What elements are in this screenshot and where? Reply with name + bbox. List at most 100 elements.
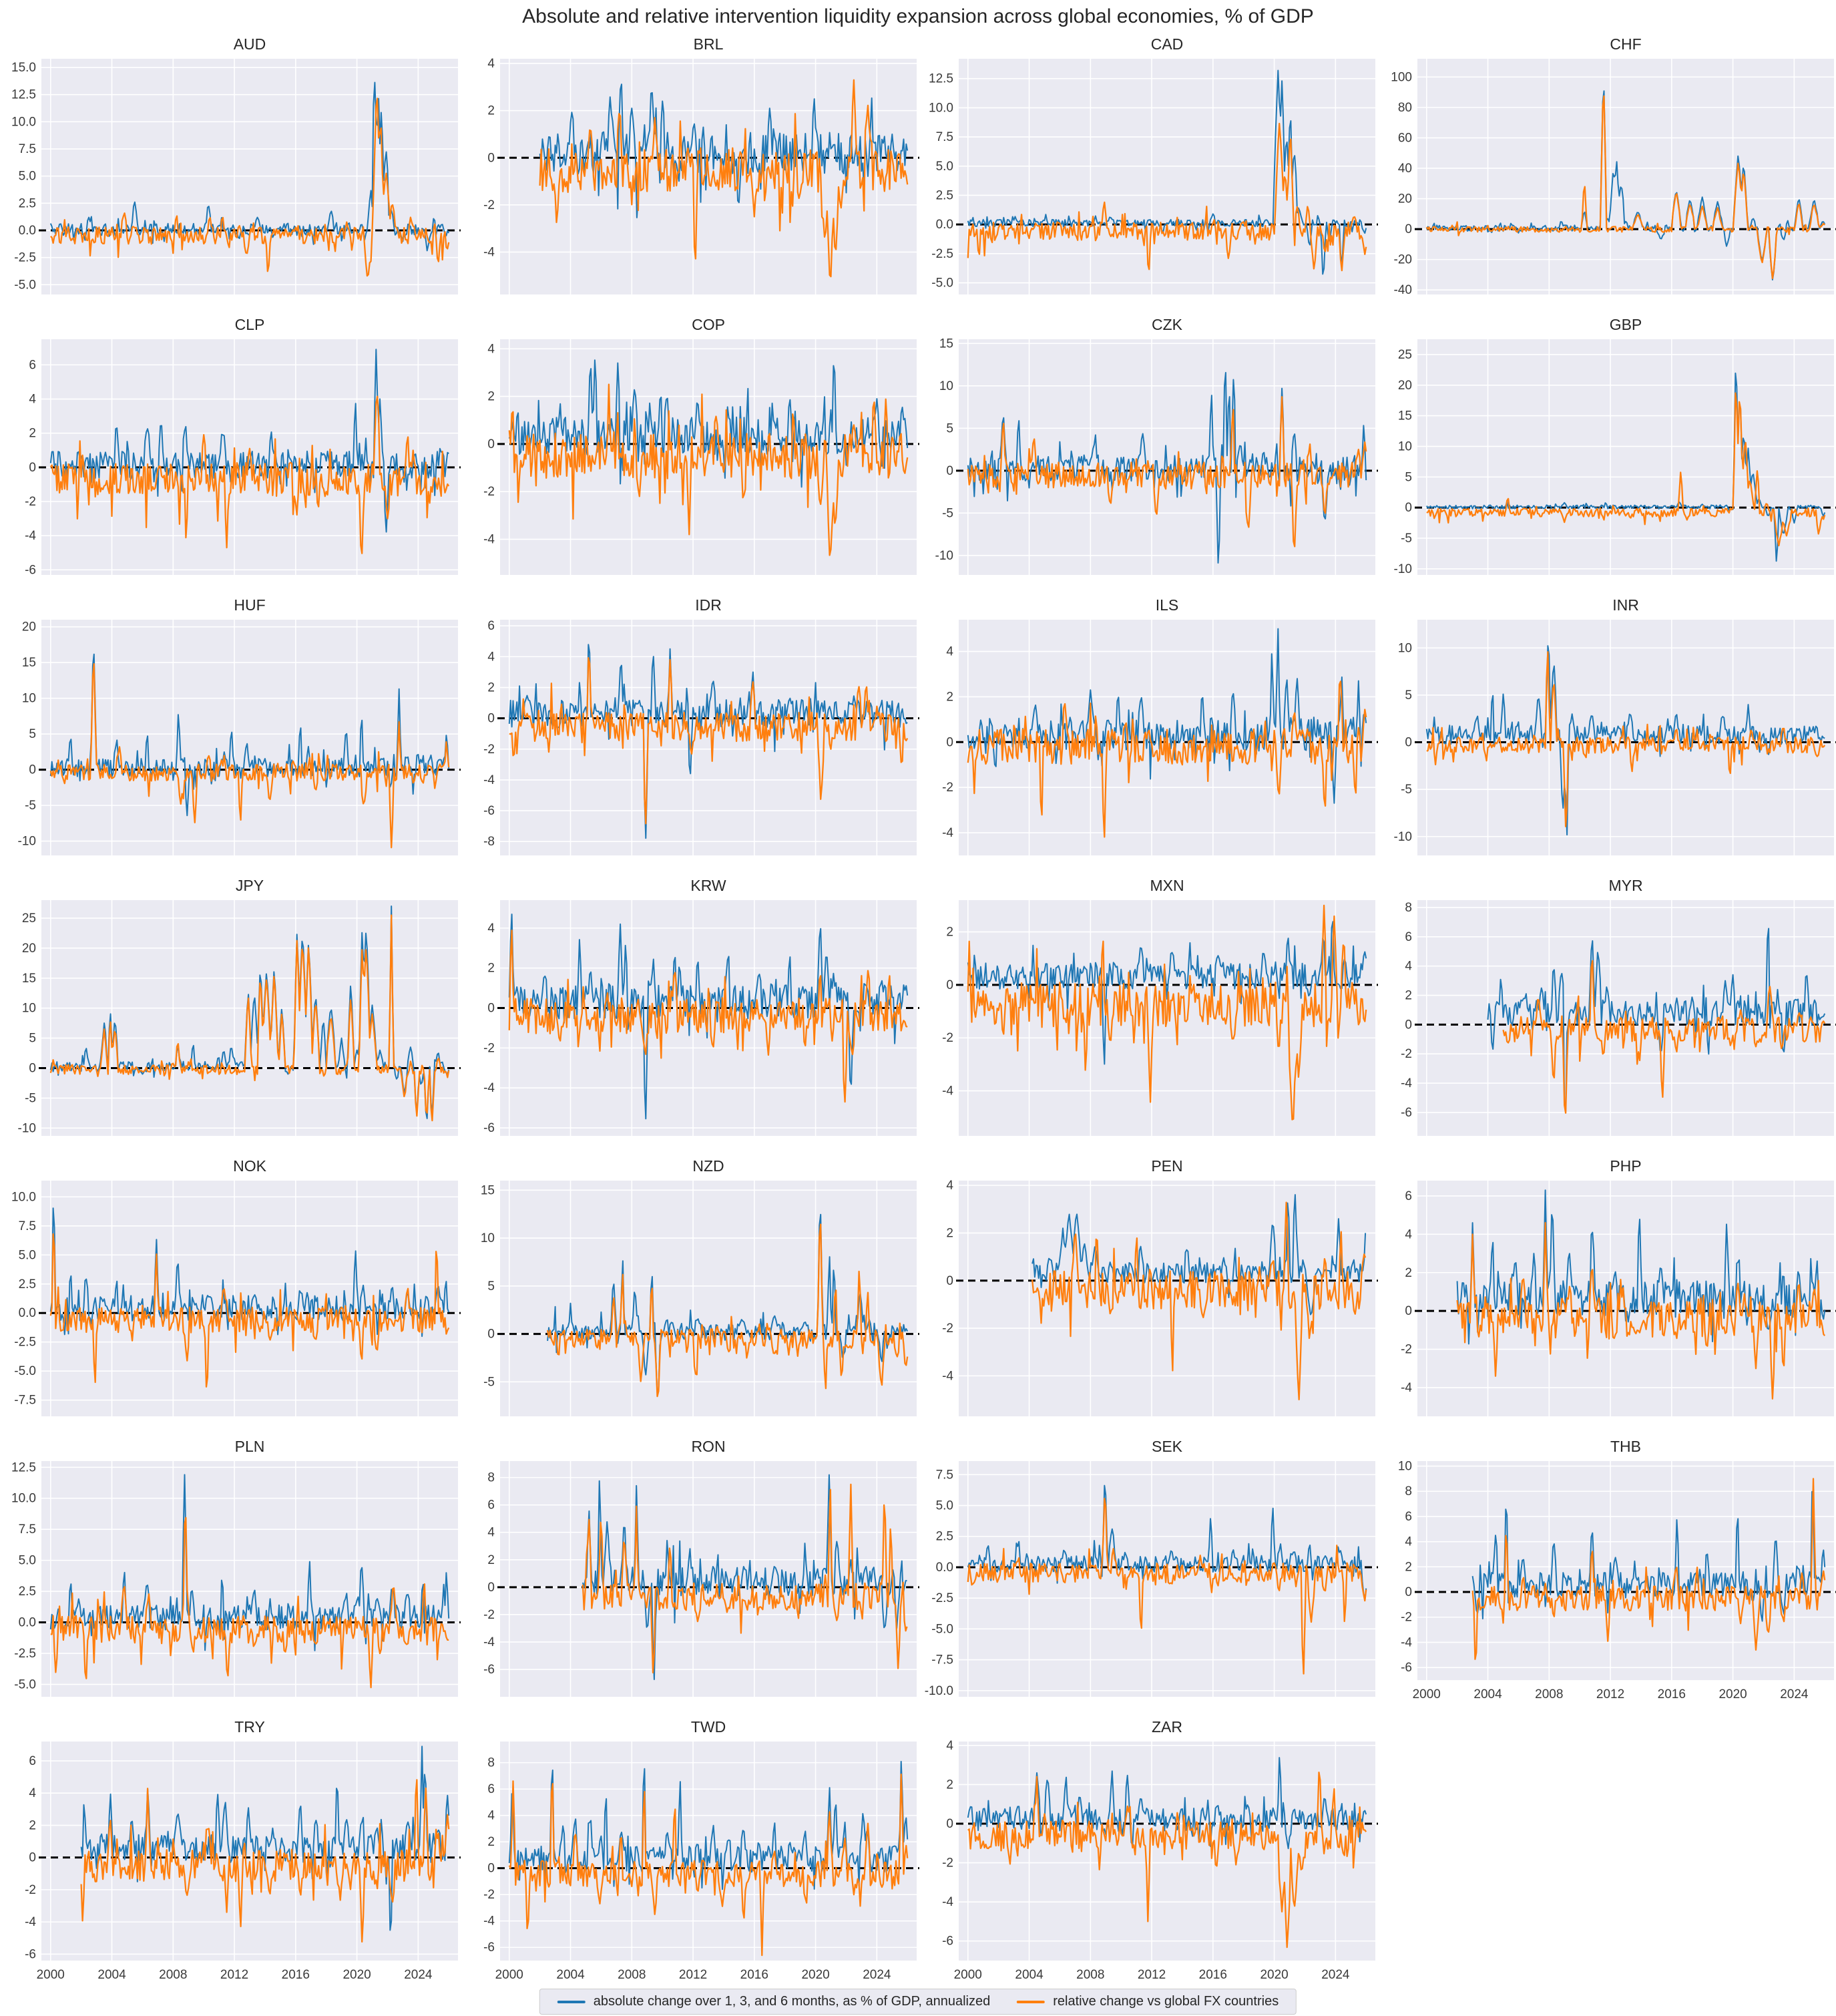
y-tick-label: 4 xyxy=(487,650,495,664)
y-tick-label: -4 xyxy=(942,1895,953,1909)
y-tick-label: -2 xyxy=(942,1856,953,1870)
y-tick-label: 0 xyxy=(946,464,953,478)
y-tick-label: 0.0 xyxy=(19,224,36,238)
y-tick-label: 8 xyxy=(487,1756,495,1770)
chf-relative-series-line xyxy=(1425,95,1826,280)
y-tick-label: -2 xyxy=(942,781,953,795)
y-tick-label: 5 xyxy=(29,1032,36,1046)
y-tick-label: 10 xyxy=(1398,1460,1412,1474)
y-tick-label: -2 xyxy=(1401,1047,1412,1061)
chart-title-inr: INR xyxy=(1612,596,1639,614)
y-tick-label: 2 xyxy=(29,1818,36,1832)
y-tick-label: 0 xyxy=(29,1851,36,1865)
pln-absolute-series-line xyxy=(49,1474,450,1651)
pen-absolute-series-line xyxy=(1031,1194,1367,1316)
y-tick-label: -6 xyxy=(25,1947,36,1961)
czk-absolute-series-line xyxy=(967,372,1367,564)
chart-inr: INR 10 5 0 -5 -10 xyxy=(1379,593,1836,873)
y-tick-label: 5.0 xyxy=(19,1554,36,1568)
x-tick-label: 2000 xyxy=(37,1968,65,1982)
x-tick-label: 2004 xyxy=(1473,1687,1502,1701)
y-tick-label: 4 xyxy=(487,57,495,71)
y-tick-label: -5 xyxy=(25,799,36,813)
y-tick-label: -5 xyxy=(25,1091,36,1105)
chart-title-idr: IDR xyxy=(695,596,722,614)
y-tick-label: 8 xyxy=(1405,901,1412,915)
y-tick-label: 7.5 xyxy=(19,1523,36,1537)
y-tick-label: 15 xyxy=(939,337,953,351)
y-tick-label: 0 xyxy=(29,461,36,475)
zar-relative-series-line xyxy=(967,1772,1367,1949)
chart-ron: RON 8 6 4 2 0 -2 -4 -6 xyxy=(461,1434,920,1715)
y-tick-label: 0.0 xyxy=(936,1561,953,1575)
huf-absolute-series-line xyxy=(49,653,450,817)
chart-clp: CLP 6 4 2 0 -2 -4 -6 xyxy=(3,313,461,593)
y-tick-label: 4 xyxy=(1405,960,1412,974)
twd-absolute-series-line xyxy=(508,1760,909,1890)
brl-relative-series-line xyxy=(539,79,909,278)
x-tick-label: 2024 xyxy=(863,1968,891,1982)
y-tick-label: -4 xyxy=(1401,1076,1412,1090)
y-tick-label: 0 xyxy=(946,735,953,749)
y-tick-label: -2.5 xyxy=(931,247,953,261)
chart-title-cad: CAD xyxy=(1151,35,1184,53)
y-tick-label: 6 xyxy=(1405,1510,1412,1524)
y-tick-label: -5 xyxy=(942,506,953,520)
y-tick-label: 80 xyxy=(1398,101,1412,115)
y-tick-label: 10.0 xyxy=(11,115,36,129)
y-tick-label: -6 xyxy=(483,1941,495,1955)
y-tick-label: 2 xyxy=(487,1553,495,1567)
chart-huf: HUF 20 15 10 5 0 -5 -10 xyxy=(3,593,461,873)
y-tick-label: 5 xyxy=(29,727,36,741)
x-tick-label: 2008 xyxy=(159,1968,187,1982)
y-tick-label: 5 xyxy=(487,1279,495,1293)
y-tick-label: 4 xyxy=(487,342,495,356)
y-tick-label: 15 xyxy=(22,972,36,986)
czk-relative-series-line xyxy=(967,396,1367,548)
y-tick-label: 100 xyxy=(1391,70,1412,84)
y-tick-label: 10 xyxy=(1398,439,1412,453)
y-tick-label: -5.0 xyxy=(14,1364,36,1378)
y-tick-label: 7.5 xyxy=(936,130,953,144)
x-tick-label: 2024 xyxy=(404,1968,433,1982)
clp-absolute-series-line xyxy=(49,349,449,533)
chart-cad: CAD 12.5 10.0 7.5 5.0 2.5 0.0 -2.5 -5.0 xyxy=(920,32,1379,313)
blue-line-icon xyxy=(557,2000,586,2003)
y-tick-label: -7.5 xyxy=(931,1653,953,1667)
y-tick-label: -4 xyxy=(483,773,495,787)
y-tick-label: -5 xyxy=(1401,783,1412,797)
y-tick-label: 10 xyxy=(22,1002,36,1016)
y-tick-label: 2.5 xyxy=(19,1277,36,1291)
y-tick-label: 0 xyxy=(946,978,953,992)
y-tick-label: -2.5 xyxy=(931,1591,953,1605)
y-tick-label: -2 xyxy=(1401,1611,1412,1625)
myr-absolute-series-line xyxy=(1487,928,1826,1113)
y-tick-label: -2.5 xyxy=(14,1336,36,1350)
y-tick-label: 2 xyxy=(487,681,495,695)
chart-title-krw: KRW xyxy=(690,877,726,894)
y-tick-label: 15.0 xyxy=(11,61,36,75)
figure-legend: absolute change over 1, 3, and 6 months,… xyxy=(539,1989,1297,2015)
chart-thb: THB 2000 2004 2008 2012 2016 2020 2024 10 8 6 4 2 0 -2… xyxy=(1379,1434,1836,1715)
chart-ils: ILS 4 2 0 -2 -4 xyxy=(920,593,1379,873)
y-tick-label: 6 xyxy=(487,619,495,633)
y-tick-label: -4 xyxy=(483,533,495,547)
x-tick-label: 2000 xyxy=(495,1968,523,1982)
y-tick-label: 6 xyxy=(1405,1189,1412,1203)
chart-title-pen: PEN xyxy=(1151,1157,1182,1175)
x-tick-label: 2024 xyxy=(1780,1687,1809,1701)
y-tick-label: -4 xyxy=(483,245,495,259)
php-absolute-series-line xyxy=(1456,1189,1826,1345)
y-tick-label: 5.0 xyxy=(19,170,36,184)
y-tick-label: 8 xyxy=(1405,1484,1412,1498)
y-tick-label: -5.0 xyxy=(14,1677,36,1691)
chart-title-sek: SEK xyxy=(1152,1438,1183,1455)
y-tick-label: 6 xyxy=(487,1498,495,1513)
x-tick-label: 2016 xyxy=(282,1968,310,1982)
y-tick-label: 4 xyxy=(487,1809,495,1823)
chart-mxn: MXN 2 0 -2 -4 xyxy=(920,873,1379,1154)
y-tick-label: 20 xyxy=(1398,192,1412,206)
y-tick-label: 0.0 xyxy=(936,218,953,232)
y-tick-label: 25 xyxy=(1398,348,1412,362)
y-tick-label: 7.5 xyxy=(19,142,36,156)
